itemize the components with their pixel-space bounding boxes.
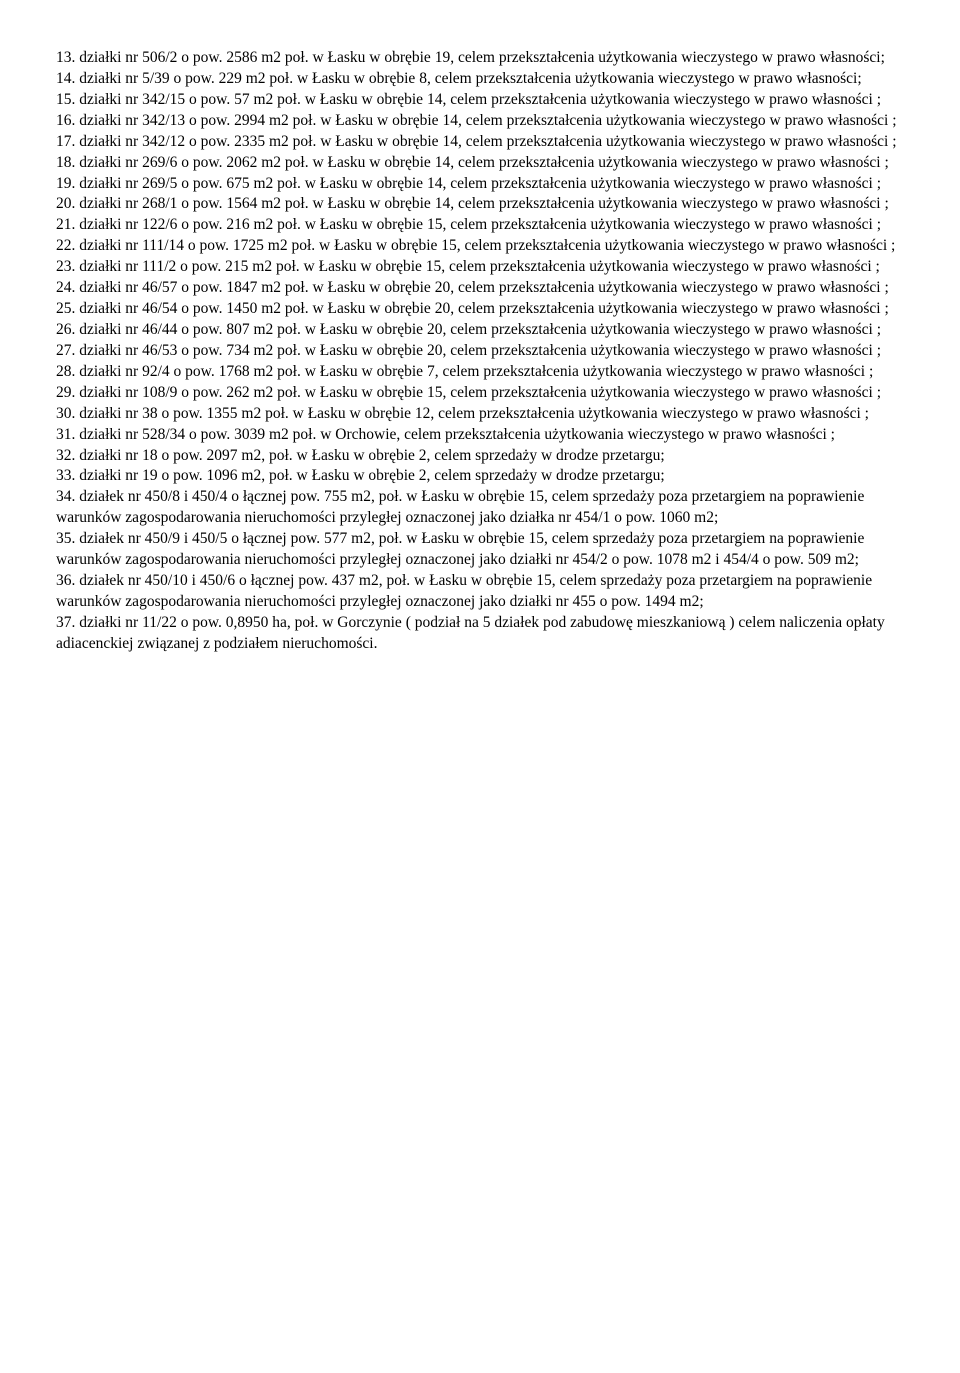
list-item: 33. działki nr 19 o pow. 1096 m2, poł. w… <box>56 466 904 487</box>
list-item: 34. działek nr 450/8 i 450/4 o łącznej p… <box>56 487 904 529</box>
list-item: 36. działek nr 450/10 i 450/6 o łącznej … <box>56 571 904 613</box>
list-item: 17. działki nr 342/12 o pow. 2335 m2 poł… <box>56 132 904 153</box>
list-item: 13. działki nr 506/2 o pow. 2586 m2 poł.… <box>56 48 904 69</box>
list-item: 25. działki nr 46/54 o pow. 1450 m2 poł.… <box>56 299 904 320</box>
list-item: 27. działki nr 46/53 o pow. 734 m2 poł. … <box>56 341 904 362</box>
list-item: 29. działki nr 108/9 o pow. 262 m2 poł. … <box>56 383 904 404</box>
list-item: 31. działki nr 528/34 o pow. 3039 m2 poł… <box>56 425 904 446</box>
list-item: 24. działki nr 46/57 o pow. 1847 m2 poł.… <box>56 278 904 299</box>
list-item: 16. działki nr 342/13 o pow. 2994 m2 poł… <box>56 111 904 132</box>
list-item: 14. działki nr 5/39 o pow. 229 m2 poł. w… <box>56 69 904 90</box>
list-item: 18. działki nr 269/6 o pow. 2062 m2 poł.… <box>56 153 904 174</box>
list-item: 37. działki nr 11/22 o pow. 0,8950 ha, p… <box>56 613 904 655</box>
list-item: 32. działki nr 18 o pow. 2097 m2, poł. w… <box>56 446 904 467</box>
list-item: 20. działki nr 268/1 o pow. 1564 m2 poł.… <box>56 194 904 215</box>
list-item: 21. działki nr 122/6 o pow. 216 m2 poł. … <box>56 215 904 236</box>
list-item: 15. działki nr 342/15 o pow. 57 m2 poł. … <box>56 90 904 111</box>
list-item: 35. działek nr 450/9 i 450/5 o łącznej p… <box>56 529 904 571</box>
list-item: 28. działki nr 92/4 o pow. 1768 m2 poł. … <box>56 362 904 383</box>
document-body: 13. działki nr 506/2 o pow. 2586 m2 poł.… <box>56 48 904 655</box>
list-item: 30. działki nr 38 o pow. 1355 m2 poł. w … <box>56 404 904 425</box>
list-item: 22. działki nr 111/14 o pow. 1725 m2 poł… <box>56 236 904 257</box>
list-item: 23. działki nr 111/2 o pow. 215 m2 poł. … <box>56 257 904 278</box>
list-item: 19. działki nr 269/5 o pow. 675 m2 poł. … <box>56 174 904 195</box>
list-item: 26. działki nr 46/44 o pow. 807 m2 poł. … <box>56 320 904 341</box>
